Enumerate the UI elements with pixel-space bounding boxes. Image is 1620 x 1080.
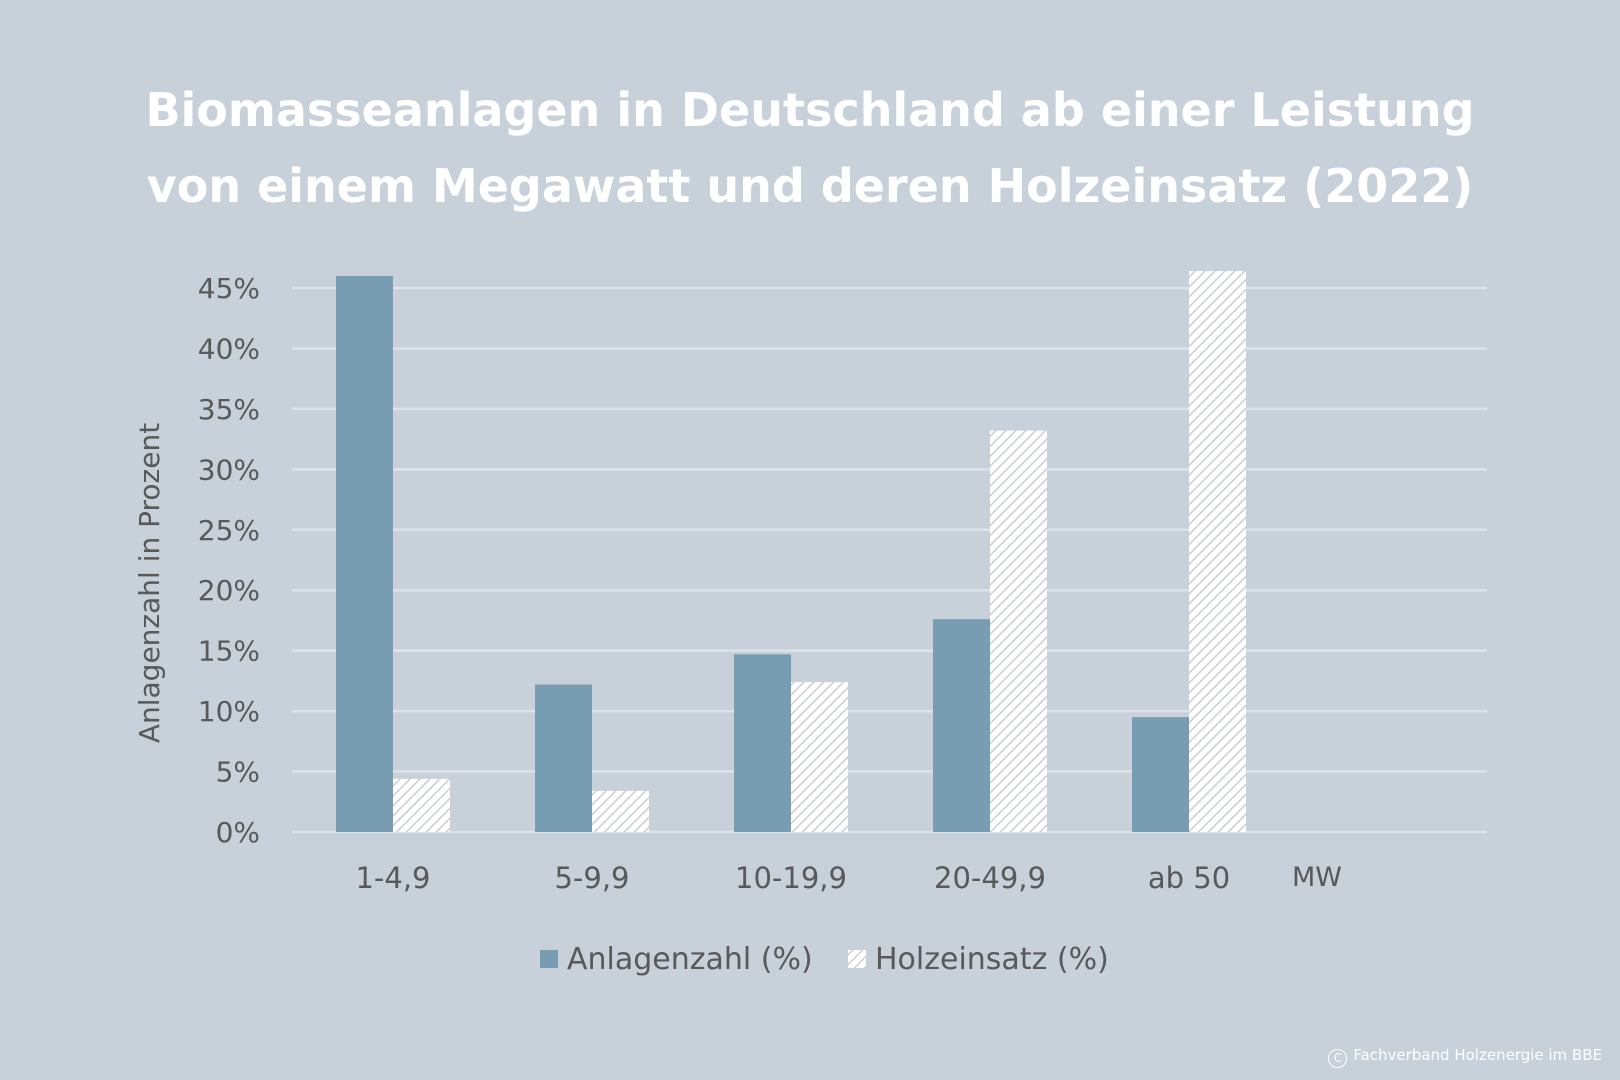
bars [336,271,1246,832]
y-tick-label: 30% [198,453,260,486]
copyright-icon: C [1328,1049,1348,1068]
x-tick-label: 20-49,9 [934,861,1046,895]
bar-anlagenzahl [734,654,791,832]
credit-text: Fachverband Holzenergie im BBE [1353,1046,1602,1064]
bar-holzeinsatz [791,682,848,832]
legend-label: Holzeinsatz (%) [875,942,1109,977]
y-tick-label: 5% [216,756,260,789]
bar-holzeinsatz [393,778,450,832]
legend-label: Anlagenzahl (%) [567,942,813,977]
x-tick-label: 5-9,9 [554,861,629,895]
x-axis: 1-4,9 5-9,9 10-19,9 20-49,9 ab 50 MW [355,861,1342,895]
y-tick-label: 15% [198,635,260,668]
copyright-credit: C Fachverband Holzenergie im BBE [1328,1046,1602,1068]
bar-holzeinsatz [592,790,649,832]
y-tick-label: 25% [198,514,260,547]
legend-swatch [848,950,866,968]
legend-swatch [540,950,558,968]
bar-anlagenzahl [336,275,393,832]
y-axis-label: Anlagenzahl in Prozent [133,423,166,743]
x-tick-label: ab 50 [1148,861,1230,895]
bar-anlagenzahl [1132,717,1189,832]
y-tick-label: 40% [198,332,260,365]
bar-holzeinsatz [1189,271,1246,832]
chart-title-line-2: von einem Megawatt und deren Holzeinsatz… [146,159,1474,213]
bar-holzeinsatz [990,430,1047,832]
x-tick-label: 1-4,9 [355,861,430,895]
y-tick-label: 0% [216,816,260,849]
y-tick-label: 45% [198,272,260,305]
x-unit-label: MW [1292,862,1342,893]
legend: Anlagenzahl (%) Holzeinsatz (%) [540,942,1109,977]
y-tick-label: 35% [198,393,260,426]
bar-anlagenzahl [933,619,990,832]
y-tick-label: 10% [198,695,260,728]
chart-title-line-1: Biomasseanlagen in Deutschland ab einer … [145,83,1475,137]
x-tick-label: 10-19,9 [735,861,847,895]
gridlines [292,286,1487,834]
y-axis: 0% 5% 10% 15% 20% 25% 30% 35% 40% 45% Anlagenzahl … [133,272,260,849]
chart-title: Biomasseanlagen in Deutschland ab einer … [0,72,1620,224]
bar-anlagenzahl [535,684,592,832]
y-tick-label: 20% [198,574,260,607]
